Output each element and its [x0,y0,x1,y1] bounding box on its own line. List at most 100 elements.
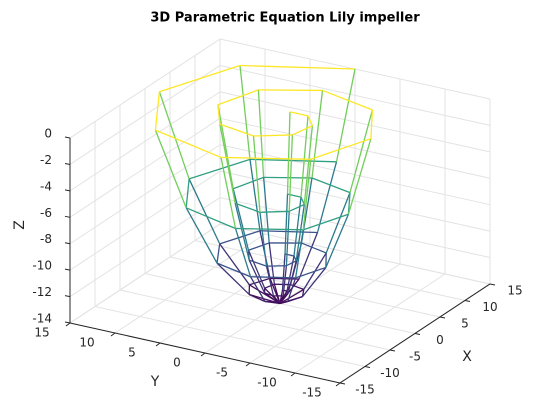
mesh-edge [286,277,297,302]
mesh-edge [264,283,275,289]
mesh-edge [216,262,251,278]
mesh-edge [258,89,323,92]
mesh-edge [253,134,293,137]
mesh-edge [273,284,281,304]
mesh-edge [216,243,221,264]
grid-line [219,170,491,232]
mesh-edge [286,255,295,292]
mesh-edge [300,115,309,198]
tick-mark [64,162,71,165]
z-tick-label: -4 [40,179,52,193]
mesh-edge [311,90,324,179]
x-axis-label: X [462,349,472,365]
tick-mark [245,362,251,367]
mesh-edge [295,266,327,279]
tick-mark [290,372,296,377]
mesh-edge [259,212,268,267]
grid-line [249,263,401,364]
mesh-edge [216,262,250,295]
tick-mark [64,295,71,298]
tick-mark [155,342,161,347]
grid-line [69,197,221,298]
grid-line [69,117,221,218]
grid-line [69,223,221,324]
mesh-edge [288,203,305,212]
mesh-edge [325,192,351,254]
tick-mark [64,242,71,245]
mesh-edge [310,138,372,160]
mesh-edge [325,214,349,268]
tick-mark [64,321,71,324]
x-tick-label: -15 [355,382,375,396]
grid-line [69,144,221,245]
x-tick-label: 0 [436,333,444,347]
tick-mark [414,332,421,335]
z-tick-label: -2 [40,153,52,167]
z-tick-label: -10 [32,259,52,273]
mesh-edge [347,138,372,215]
mesh-edge [282,265,288,296]
mesh-edge [232,188,250,251]
grid-line [114,233,266,334]
mesh-edge [284,194,289,254]
mesh-edge [235,227,304,231]
y-tick-label: 10 [79,336,94,350]
y-tick-label: 15 [34,326,49,340]
mesh-edge [347,192,351,215]
mesh-edge [219,123,236,204]
mesh-edge [295,204,305,261]
mesh-edge [264,292,274,297]
z-tick-label: 0 [44,127,52,141]
mesh-edge [155,129,222,159]
mesh-edge [289,111,309,117]
tick-mark [64,189,71,192]
mesh-edge [259,210,290,213]
x-tick-label: -10 [380,366,400,380]
mesh-edge [159,64,241,93]
mesh-edge [188,178,221,245]
tick-mark [110,332,116,337]
tick-mark [464,299,471,302]
y-tick-label: 0 [173,356,181,370]
mesh-edge [302,213,349,231]
mesh-edge [307,115,313,126]
tick-mark [389,349,396,352]
mesh-edge [220,156,311,160]
mesh-edge [249,159,261,231]
tick-mark [64,136,71,139]
mesh-edge [239,65,251,160]
mesh-edge [303,125,314,205]
mesh-edge [158,91,190,180]
y-tick-label: -10 [257,375,277,389]
chart-title: 3D Parametric Equation Lily impeller [150,11,420,26]
mesh-edge [185,207,218,264]
mesh-edge [234,203,250,261]
mesh-edge [300,196,305,205]
mesh-edge [285,211,290,266]
x-tick-label: 10 [482,300,497,314]
tick-mark [200,352,206,357]
mesh-edge [257,89,265,178]
z-axis-label: Z [12,220,28,230]
grid-line [69,170,221,271]
mesh-edge [322,89,373,111]
mesh-edge [232,176,264,190]
mesh-edge [301,242,327,254]
mesh-edge [234,202,261,213]
mesh-edge [286,111,291,195]
mesh-edge [286,260,297,267]
mesh-edge [248,293,266,303]
y-tick-label: -15 [302,385,322,399]
mesh-edge [248,259,267,267]
y-tick-label: -5 [216,365,228,379]
mesh-edge [288,134,294,212]
mesh-edge [301,267,327,298]
mesh-edge [287,295,303,303]
z-tick-label: -12 [32,285,52,299]
mesh-edge [282,292,289,297]
grid-line [219,197,491,259]
mesh-edge [234,228,252,277]
grid-line [219,223,491,285]
mesh-edge [219,123,254,137]
